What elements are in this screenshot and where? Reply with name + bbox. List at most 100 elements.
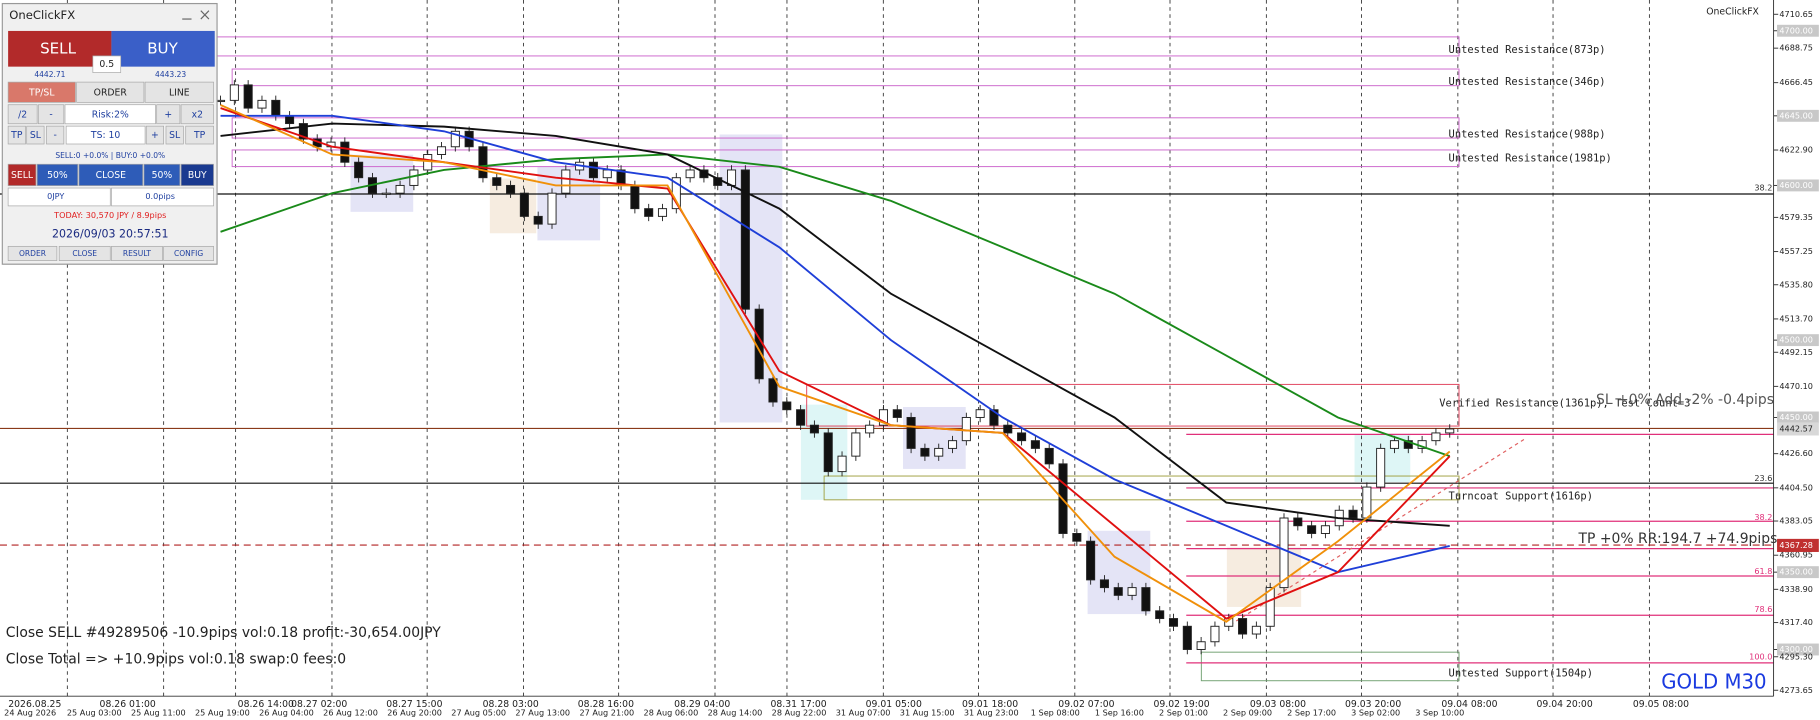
buy-label[interactable]: BUY bbox=[147, 39, 178, 57]
candle bbox=[823, 432, 833, 473]
panel-button-label[interactable]: TP bbox=[10, 130, 23, 141]
panel-button-label[interactable]: SL bbox=[30, 130, 42, 141]
panel-button-label[interactable]: + bbox=[151, 130, 159, 141]
candle bbox=[285, 115, 295, 125]
pnl-money: 0JPY bbox=[47, 191, 65, 201]
lot-input[interactable] bbox=[92, 55, 122, 73]
panel-button[interactable] bbox=[165, 125, 184, 145]
panel-button-label[interactable]: ORDER bbox=[94, 87, 128, 98]
panel-button[interactable] bbox=[78, 163, 144, 187]
time-label: 28 Aug 22:00 bbox=[772, 707, 827, 717]
candle bbox=[1403, 440, 1413, 449]
panel-button-label[interactable]: 50% bbox=[47, 170, 68, 181]
zone-label: Turncoat Support(1616p) bbox=[1449, 490, 1593, 502]
today: TODAY: 30,570 JPY / 8.9pips bbox=[53, 210, 166, 220]
candle bbox=[1086, 540, 1096, 581]
panel-button[interactable] bbox=[7, 125, 26, 145]
panel-button-label[interactable]: /2 bbox=[18, 109, 27, 120]
panel-button[interactable] bbox=[46, 125, 65, 145]
panel-button[interactable] bbox=[145, 125, 165, 145]
time-label: 2 Sep 01:00 bbox=[1159, 707, 1208, 717]
zone-label: Untested Resistance(988p) bbox=[1449, 128, 1606, 140]
candle bbox=[865, 424, 875, 434]
panel-button[interactable] bbox=[111, 245, 163, 261]
panel-button-label[interactable]: + bbox=[164, 109, 172, 120]
candle bbox=[1431, 432, 1441, 442]
buy-button[interactable] bbox=[111, 30, 215, 67]
separator-label: 08.27 15:00 bbox=[386, 699, 442, 710]
panel-button[interactable] bbox=[180, 104, 214, 125]
panel-button-label[interactable]: SELL bbox=[11, 170, 34, 181]
panel-button-label[interactable]: TS: 10 bbox=[90, 130, 120, 141]
candle bbox=[354, 161, 364, 179]
panel-button-label[interactable]: CLOSE bbox=[72, 249, 97, 258]
candle bbox=[1168, 618, 1179, 627]
panel-button-label[interactable]: BUY bbox=[188, 170, 207, 181]
tp-price: 4367.28 bbox=[1779, 540, 1813, 550]
candle bbox=[1030, 440, 1040, 449]
price-label: 4350.00 bbox=[1779, 567, 1813, 577]
panel-button[interactable] bbox=[37, 104, 65, 125]
zones bbox=[71, 36, 1460, 682]
candle bbox=[1099, 579, 1109, 589]
brand: OneClickFX bbox=[1706, 6, 1759, 17]
panel-button[interactable] bbox=[185, 125, 214, 145]
panel-button-label[interactable]: CLOSE bbox=[96, 170, 126, 181]
panel-button-label[interactable]: - bbox=[49, 109, 52, 120]
panel-button-label[interactable]: TP bbox=[193, 130, 206, 141]
panel-button[interactable] bbox=[64, 104, 156, 125]
panel-button-label[interactable]: SL bbox=[169, 130, 181, 141]
candle bbox=[1265, 587, 1275, 627]
panel-button[interactable] bbox=[163, 245, 214, 261]
lot[interactable]: 0.5 bbox=[99, 59, 114, 70]
time-label: 25 Aug 03:00 bbox=[67, 707, 122, 717]
panel-button[interactable] bbox=[156, 104, 181, 125]
candle bbox=[768, 378, 778, 403]
candle bbox=[892, 409, 902, 418]
panel-button-label[interactable]: LINE bbox=[169, 87, 190, 98]
candle bbox=[1196, 641, 1206, 650]
panel-button[interactable] bbox=[65, 125, 146, 145]
panel-button[interactable] bbox=[58, 245, 111, 261]
close-icon[interactable] bbox=[200, 10, 210, 20]
separator-label: 09.01 18:00 bbox=[962, 699, 1018, 710]
zone-label: Untested Resistance(1981p) bbox=[1449, 152, 1612, 164]
candle bbox=[796, 409, 806, 426]
sell-label[interactable]: SELL bbox=[40, 39, 76, 57]
panel-button-label[interactable]: RESULT bbox=[123, 249, 151, 258]
panel-button-label[interactable]: TP/SL bbox=[28, 87, 55, 98]
candle bbox=[602, 169, 612, 179]
panel-button[interactable] bbox=[76, 81, 145, 103]
panel-button[interactable] bbox=[7, 163, 37, 187]
panel-button[interactable] bbox=[144, 81, 214, 103]
panel-button[interactable] bbox=[7, 245, 58, 261]
panel-button[interactable] bbox=[180, 163, 214, 187]
separator-label: 09.01 05:00 bbox=[866, 699, 922, 710]
panel-button-label[interactable]: x2 bbox=[192, 109, 203, 120]
candle bbox=[298, 123, 308, 140]
panel-button-label[interactable]: CONFIG bbox=[174, 249, 203, 258]
pnl-pips: 0.0pips bbox=[145, 191, 175, 201]
separator-label: 08.27 02:00 bbox=[291, 699, 347, 710]
panel-button[interactable] bbox=[7, 81, 76, 103]
candle bbox=[340, 141, 350, 163]
panel-button-label[interactable]: ORDER bbox=[19, 249, 47, 258]
fib-label: 23.6 bbox=[1754, 473, 1772, 483]
candle bbox=[1210, 625, 1220, 643]
candle bbox=[1445, 428, 1455, 434]
price-box bbox=[1777, 179, 1819, 192]
moving-average bbox=[220, 114, 1450, 574]
time-label: 25 Aug 19:00 bbox=[195, 707, 250, 717]
candle bbox=[906, 416, 916, 449]
panel-button-label[interactable]: Risk:2% bbox=[92, 109, 129, 120]
panel-button-label[interactable]: - bbox=[53, 130, 56, 141]
time-label: 27 Aug 13:00 bbox=[515, 707, 570, 717]
panel-button[interactable] bbox=[143, 163, 181, 187]
panel-button[interactable] bbox=[36, 163, 79, 187]
panel-button[interactable] bbox=[26, 125, 45, 145]
panel-button[interactable] bbox=[7, 104, 38, 125]
price-label: 4535.80 bbox=[1779, 279, 1813, 289]
panel-button-label[interactable]: 50% bbox=[152, 170, 173, 181]
candle bbox=[1320, 525, 1330, 534]
